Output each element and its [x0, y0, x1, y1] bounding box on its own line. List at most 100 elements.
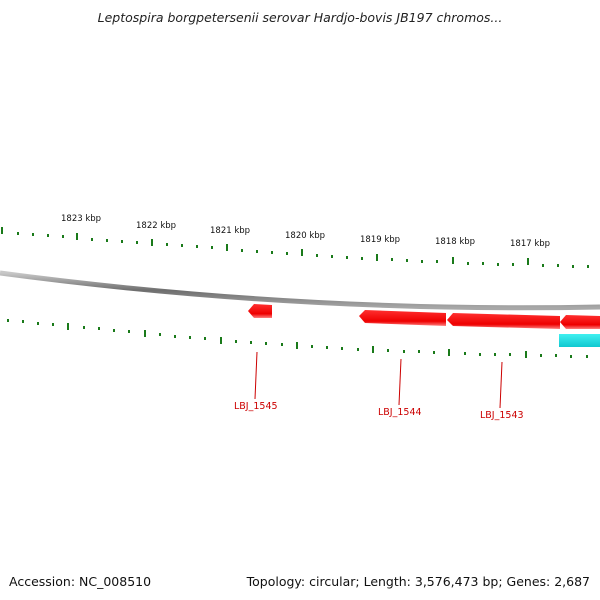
accession-label: Accession: NC_008510 [9, 574, 152, 589]
minor-tick [17, 232, 19, 235]
minor-tick [235, 340, 237, 343]
major-tick [372, 346, 374, 353]
leader-line-lbj-1545 [254, 351, 258, 400]
major-tick [296, 342, 298, 349]
leader-line-lbj-1544 [398, 358, 402, 406]
minor-tick [497, 263, 499, 266]
minor-tick [464, 352, 466, 355]
cyan-feature[interactable] [559, 334, 600, 347]
gene-label-lbj-1543[interactable]: LBJ_1543 [480, 410, 524, 421]
chromosome-backbone [0, 270, 600, 311]
minor-tick [570, 355, 572, 358]
minor-tick [37, 322, 39, 325]
major-tick [301, 249, 303, 256]
gene-arrow-lbj-1544[interactable] [359, 310, 446, 326]
major-tick [151, 239, 153, 246]
minor-tick [406, 259, 408, 262]
major-tick [525, 351, 527, 358]
major-tick [226, 244, 228, 251]
tick-label-1820: 1820 kbp [285, 231, 325, 241]
minor-tick [83, 326, 85, 329]
minor-tick [387, 349, 389, 352]
major-tick [448, 349, 450, 356]
minor-tick [211, 246, 213, 249]
minor-tick [174, 335, 176, 338]
minor-tick [436, 260, 438, 263]
minor-tick [271, 251, 273, 254]
gene-label-lbj-1544[interactable]: LBJ_1544 [378, 407, 422, 418]
minor-tick [281, 343, 283, 346]
minor-tick [494, 353, 496, 356]
minor-tick [7, 319, 9, 322]
minor-tick [256, 250, 258, 253]
major-tick [1, 227, 3, 234]
gene-features [248, 304, 600, 347]
gene-arrow-lbj-1545[interactable] [248, 304, 272, 318]
minor-tick [98, 327, 100, 330]
minor-tick [540, 354, 542, 357]
gene-arrow-lbj-1543[interactable] [447, 313, 560, 329]
minor-tick [316, 254, 318, 257]
lower-tick-track [7, 319, 588, 358]
minor-tick [136, 241, 138, 244]
minor-tick [113, 329, 115, 332]
leader-line-lbj-1543 [499, 361, 503, 409]
major-tick [76, 233, 78, 240]
minor-tick [542, 264, 544, 267]
minor-tick [572, 265, 574, 268]
minor-tick [250, 341, 252, 344]
minor-tick [241, 249, 243, 252]
minor-tick [106, 239, 108, 242]
minor-tick [391, 258, 393, 261]
major-tick [67, 323, 69, 330]
major-tick [452, 257, 454, 264]
major-tick [220, 337, 222, 344]
major-tick [527, 258, 529, 265]
minor-tick [91, 238, 93, 241]
minor-tick [557, 264, 559, 267]
minor-tick [166, 243, 168, 246]
tick-label-1822: 1822 kbp [136, 221, 176, 231]
minor-tick [52, 323, 54, 326]
minor-tick [326, 346, 328, 349]
gene-label-lbj-1545[interactable]: LBJ_1545 [234, 401, 278, 412]
minor-tick [403, 350, 405, 353]
map-title: Leptospira borgpetersenii serovar Hardjo… [97, 10, 503, 25]
minor-tick [482, 262, 484, 265]
minor-tick [421, 260, 423, 263]
minor-tick [361, 257, 363, 260]
minor-tick [181, 244, 183, 247]
minor-tick [159, 333, 161, 336]
minor-tick [433, 351, 435, 354]
minor-tick [265, 342, 267, 345]
upper-tick-track [1, 227, 589, 268]
minor-tick [418, 350, 420, 353]
minor-tick [128, 330, 130, 333]
gene-arrow-partial[interactable] [560, 315, 600, 329]
minor-tick [204, 337, 206, 340]
minor-tick [311, 345, 313, 348]
tick-label-1817: 1817 kbp [510, 239, 550, 249]
genome-summary: Topology: circular; Length: 3,576,473 bp… [246, 574, 590, 589]
minor-tick [586, 355, 588, 358]
minor-tick [346, 256, 348, 259]
minor-tick [587, 265, 589, 268]
minor-tick [509, 353, 511, 356]
minor-tick [512, 263, 514, 266]
minor-tick [196, 245, 198, 248]
minor-tick [467, 262, 469, 265]
minor-tick [341, 347, 343, 350]
tick-label-1819: 1819 kbp [360, 235, 400, 245]
minor-tick [22, 320, 24, 323]
major-tick [144, 330, 146, 337]
tick-label-1821: 1821 kbp [210, 226, 250, 236]
minor-tick [32, 233, 34, 236]
major-tick [376, 254, 378, 261]
tick-label-1823: 1823 kbp [61, 214, 101, 224]
minor-tick [47, 234, 49, 237]
minor-tick [62, 235, 64, 238]
minor-tick [331, 255, 333, 258]
minor-tick [555, 354, 557, 357]
minor-tick [357, 348, 359, 351]
